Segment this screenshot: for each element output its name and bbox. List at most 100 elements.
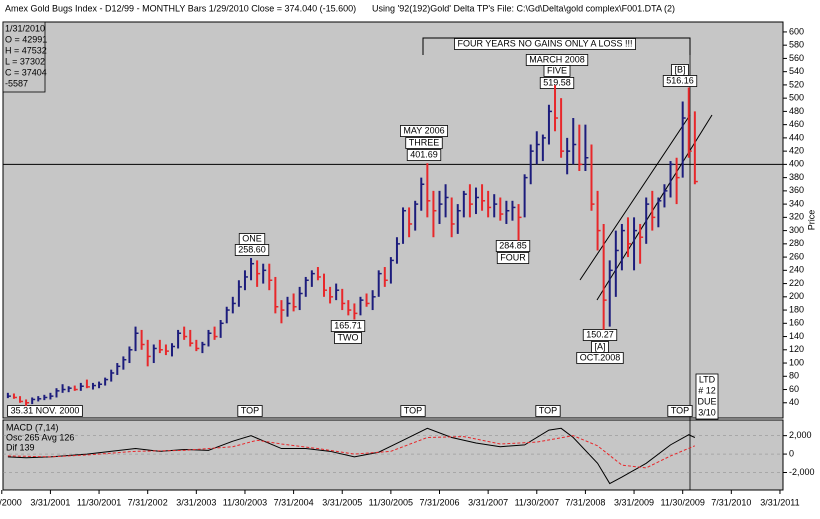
x-tick-label: 7/31/2006	[419, 497, 459, 507]
y-tick-label: 340	[789, 198, 804, 208]
y-tick-label: 100	[789, 357, 804, 367]
annotation-box	[234, 244, 270, 256]
x-tick-label: 3/31/2007	[468, 497, 508, 507]
macd-panel	[2, 419, 784, 491]
annotation: [A]	[594, 341, 605, 351]
y-tick-label: 460	[789, 119, 804, 129]
y-tick-label: 60	[789, 384, 799, 394]
chart-subtitle: Using '92(192)Gold' Delta TP's File: C:\…	[372, 3, 675, 13]
annotation: ONE	[242, 233, 262, 243]
annotation: # 12	[698, 385, 716, 395]
ltd-box	[695, 373, 719, 420]
info-text: L = 37302	[5, 56, 45, 66]
annotation-box	[400, 405, 426, 417]
annotation-box	[495, 240, 531, 252]
annotation: FOUR	[500, 252, 526, 262]
annotation-box	[582, 329, 618, 341]
y-tick-label: 180	[789, 304, 804, 314]
y-tick-label: 500	[789, 93, 804, 103]
annotation: TWO	[338, 332, 359, 342]
annotation: 401.69	[410, 149, 438, 159]
annotation-box	[330, 320, 366, 332]
chart-title: Amex Gold Bugs Index - D12/99 - MONTHLY …	[5, 3, 356, 13]
y-tick-label: 320	[789, 212, 804, 222]
annotation: 258.60	[238, 244, 266, 254]
info-text: H = 47532	[5, 45, 47, 55]
y-tick-label: 160	[789, 318, 804, 328]
annotation: OCT.2008	[580, 352, 621, 362]
x-tick-label: 7/31/2000	[0, 497, 22, 507]
x-tick-label: 11/30/2007	[515, 497, 559, 507]
annotation: FIVE	[547, 65, 567, 75]
y-tick-label: 280	[789, 238, 804, 248]
y-tick-label: 480	[789, 106, 804, 116]
annotation: MARCH 2008	[529, 54, 585, 64]
x-tick-label: 7/31/2004	[274, 497, 314, 507]
annotation-box	[399, 125, 449, 137]
annotation: FOUR YEARS NO GAINS ONLY A LOSS !!!	[457, 38, 632, 48]
info-text: 1/31/2010	[5, 23, 45, 33]
annotation: 165.71	[334, 320, 362, 330]
x-tick-label: 11/30/2009	[660, 497, 704, 507]
y-tick-label: 120	[789, 344, 804, 354]
x-tick-label: 3/31/2011	[760, 497, 799, 507]
macd-line	[7, 435, 696, 469]
y-tick-label: 440	[789, 132, 804, 142]
y-tick-label: 520	[789, 79, 804, 89]
y-tick-label: 140	[789, 331, 804, 341]
annotation-box	[576, 352, 624, 364]
x-tick-label: 11/30/2005	[369, 497, 413, 507]
macd-legend: Osc 265 Avg 126	[6, 432, 74, 442]
y-axis-label: Price	[806, 210, 816, 231]
y-tick-label: 400	[789, 159, 804, 169]
annotation: 35.31 NOV. 2000	[11, 405, 80, 415]
annotation: 3/10	[698, 407, 716, 417]
macd-legend: Dif 139	[6, 442, 35, 452]
annotation: 516.16	[666, 75, 694, 85]
annotation-box	[539, 77, 575, 89]
y-tick-label: 200	[789, 291, 804, 301]
y-tick-label: 420	[789, 146, 804, 156]
annotation: 284.85	[499, 240, 527, 250]
info-text: C = 37404	[5, 67, 47, 77]
info-text: O = 42991	[5, 34, 47, 44]
annotation-box	[237, 405, 263, 417]
annotation-box	[405, 137, 443, 149]
annotation-box	[543, 65, 571, 77]
annotation: 519.58	[543, 77, 571, 87]
annotation: [B]	[674, 64, 685, 74]
y-tick-label: 220	[789, 278, 804, 288]
x-tick-label: 3/31/2003	[176, 497, 216, 507]
x-tick-label: 3/31/2009	[614, 497, 654, 507]
annotation: TOP	[241, 405, 259, 415]
annotation-box	[454, 38, 636, 50]
annotation-box	[334, 332, 362, 344]
y-tick-label: 580	[789, 40, 804, 50]
x-tick-label: 3/31/2005	[322, 497, 362, 507]
x-tick-label: 7/31/2010	[711, 497, 751, 507]
y2-tick-label: -2,000	[789, 467, 815, 477]
annotation: LTD	[699, 374, 716, 384]
macd-legend: MACD (7,14)	[6, 422, 59, 432]
annotation-box	[7, 405, 83, 417]
annotation: 150.27	[586, 329, 614, 339]
annotation: TOP	[404, 405, 422, 415]
annotation-box	[662, 75, 698, 87]
y-tick-label: 600	[789, 26, 804, 36]
annotation: TOP	[539, 405, 557, 415]
info-frame	[2, 21, 46, 93]
annotation-box	[535, 405, 561, 417]
annotation-box	[406, 149, 442, 161]
annotation: TOP	[671, 405, 689, 415]
x-tick-label: 11/30/2001	[77, 497, 121, 507]
x-tick-label: 7/31/2008	[565, 497, 605, 507]
annotation-box	[496, 252, 530, 264]
y-tick-label: 240	[789, 265, 804, 275]
y-tick-label: 300	[789, 225, 804, 235]
y-tick-label: 540	[789, 66, 804, 76]
y-tick-label: 80	[789, 371, 799, 381]
y-tick-label: 560	[789, 53, 804, 63]
annotation: DUE	[697, 396, 716, 406]
